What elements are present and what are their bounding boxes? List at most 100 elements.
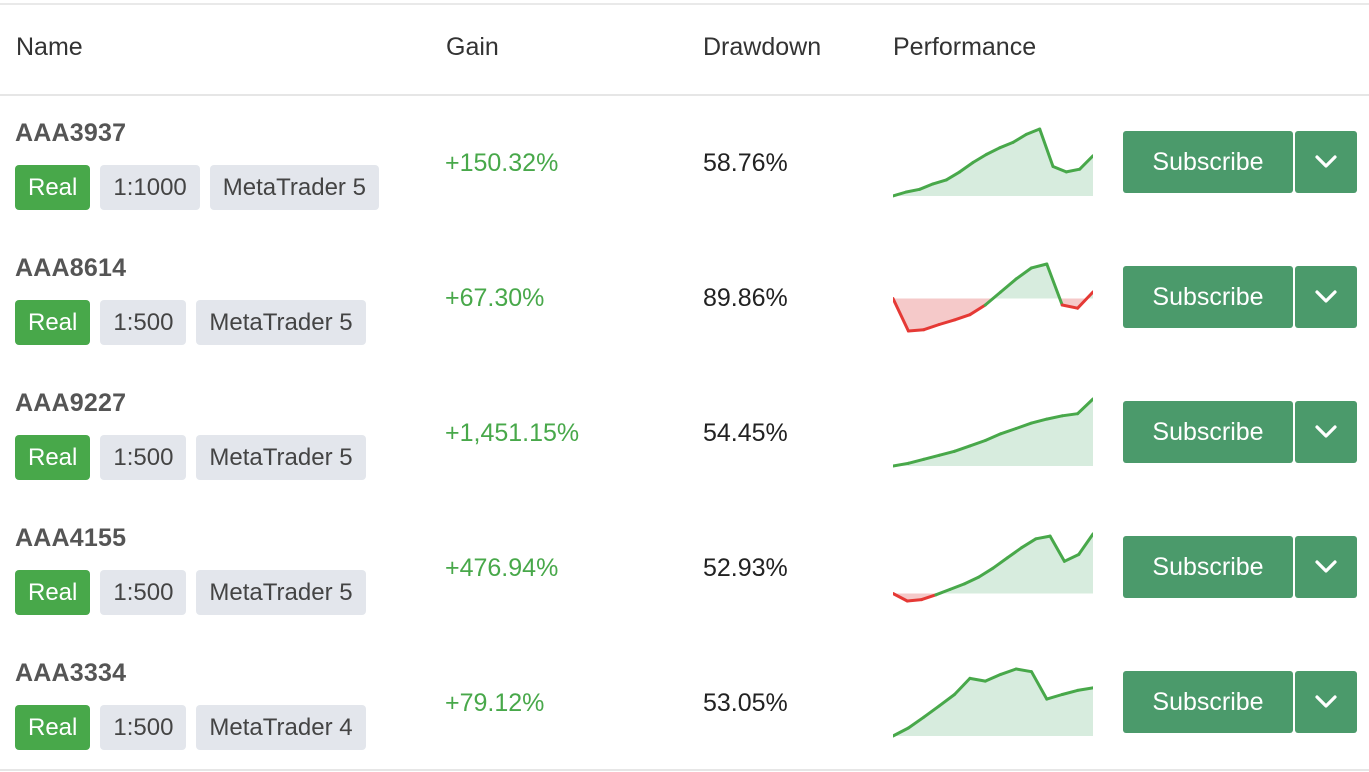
sparkline-segment (904, 187, 922, 194)
platform-badge: MetaTrader 5 (196, 570, 366, 615)
subscribe-options-button[interactable] (1295, 266, 1357, 328)
column-header-drawdown[interactable]: Drawdown (703, 33, 822, 61)
sparkline-segment (937, 449, 956, 457)
leverage-badge: 1:1000 (100, 165, 200, 210)
gain-value: +476.94% (445, 554, 559, 582)
column-header-name[interactable]: Name (16, 33, 83, 61)
strategy-name-link[interactable]: AAA3334 (15, 659, 127, 687)
table-row: AAA3937 Real 1:1000 MetaTrader 5 +150.32… (0, 95, 1369, 230)
subscribe-button[interactable]: Subscribe (1123, 536, 1293, 598)
sparkline-segment (1030, 262, 1049, 270)
sparkline-segment (1045, 262, 1064, 307)
performance-sparkline (893, 667, 1093, 738)
sparkline-segment (931, 178, 948, 186)
sparkline-segment (1076, 397, 1093, 416)
sparkline-segment (944, 170, 962, 182)
subscribe-button[interactable]: Subscribe (1123, 671, 1293, 733)
sparkline-segment (984, 146, 1002, 156)
table-row: AAA8614 Real 1:500 MetaTrader 5 +67.30% … (0, 230, 1369, 365)
strategy-badges: Real 1:500 MetaTrader 5 (15, 435, 366, 480)
sparkline-area (893, 534, 1093, 601)
sparkline-segment (893, 190, 908, 198)
gain-value: +67.30% (445, 284, 545, 312)
sparkline-segment (948, 582, 966, 591)
subscribe-options-button[interactable] (1295, 401, 1357, 463)
sparkline-segment (968, 439, 987, 448)
subscribe-button[interactable]: Subscribe (1123, 401, 1293, 463)
leverage-badge: 1:500 (100, 705, 187, 750)
sparkline-segment (1024, 127, 1042, 136)
chevron-down-icon (1315, 155, 1337, 168)
sparkline-segment (920, 593, 938, 602)
sparkline-segment (893, 297, 910, 333)
platform-badge: MetaTrader 5 (196, 435, 366, 480)
strategy-badges: Real 1:500 MetaTrader 4 (15, 705, 366, 750)
sparkline-segment (906, 715, 926, 730)
sparkline-segment (971, 153, 988, 164)
sparkline-segment (1045, 693, 1064, 701)
column-header-gain[interactable]: Gain (446, 33, 499, 61)
performance-sparkline (893, 532, 1093, 603)
drawdown-value: 53.05% (703, 689, 788, 717)
platform-badge: MetaTrader 5 (209, 165, 379, 210)
sparkline-segment (893, 592, 909, 603)
subscribe-options-button[interactable] (1295, 671, 1357, 733)
table-row: AAA4155 Real 1:500 MetaTrader 5 +476.94%… (0, 500, 1369, 635)
gain-value: +150.32% (445, 149, 559, 177)
sparkline-segment (1051, 165, 1068, 174)
column-header-performance: Performance (893, 33, 1037, 61)
account-type-badge: Real (15, 435, 91, 480)
strategy-name-link[interactable]: AAA4155 (15, 524, 127, 552)
subscribe-button[interactable]: Subscribe (1123, 266, 1293, 328)
strategy-name-link[interactable]: AAA3937 (15, 119, 127, 147)
sparkline-segment (1030, 670, 1049, 701)
account-type-badge: Real (15, 705, 91, 750)
account-type-badge: Real (15, 165, 91, 210)
subscribe-options-button[interactable] (1295, 131, 1357, 193)
sparkline-segment (977, 566, 995, 579)
subscribe-button[interactable]: Subscribe (1123, 131, 1293, 193)
sparkline-segment (983, 672, 1003, 683)
sparkline-segment (893, 461, 910, 468)
drawdown-value: 54.45% (703, 419, 788, 447)
sparkline-segment (999, 277, 1018, 294)
sparkline-segment (906, 328, 926, 333)
account-type-badge: Real (15, 300, 91, 345)
table-row: AAA3334 Real 1:500 MetaTrader 4 +79.12% … (0, 635, 1369, 770)
chevron-down-icon (1315, 695, 1337, 708)
sparkline-segment (953, 313, 972, 322)
chevron-down-icon (1315, 425, 1337, 438)
account-type-badge: Real (15, 570, 91, 615)
sparkline-segment (999, 427, 1018, 436)
sparkline-segment (937, 693, 956, 708)
strategy-name-link[interactable]: AAA9227 (15, 389, 127, 417)
sparkline-segment (1034, 534, 1052, 541)
strategy-badges: Real 1:500 MetaTrader 5 (15, 300, 366, 345)
sparkline-segment (1060, 688, 1080, 696)
subscribe-options-button[interactable] (1295, 536, 1357, 598)
performance-sparkline (893, 397, 1093, 468)
sparkline-segment (991, 556, 1009, 570)
drawdown-value: 52.93% (703, 554, 788, 582)
sparkline-segment (1038, 127, 1055, 168)
sparkline-segment (999, 667, 1018, 676)
drawdown-value: 89.86% (703, 284, 788, 312)
sparkline-segment (906, 457, 926, 465)
chevron-down-icon (1315, 560, 1337, 573)
sparkline-segment (922, 704, 941, 719)
table-top-border (0, 3, 1369, 5)
table-bottom-border (0, 769, 1369, 771)
chevron-down-icon (1315, 290, 1337, 303)
sparkline-area (893, 399, 1093, 466)
sparkline-segment (1048, 534, 1066, 563)
sparkline-segment (1045, 414, 1064, 421)
sparkline-segment (905, 598, 924, 603)
sparkline-segment (958, 161, 975, 174)
sparkline-segment (1014, 266, 1033, 281)
drawdown-value: 58.76% (703, 149, 788, 177)
strategy-name-link[interactable]: AAA8614 (15, 254, 127, 282)
sparkline-segment (1077, 532, 1093, 556)
sparkline-segment (1076, 686, 1093, 692)
sparkline-segment (1064, 167, 1082, 174)
sparkline-segment (998, 140, 1015, 150)
